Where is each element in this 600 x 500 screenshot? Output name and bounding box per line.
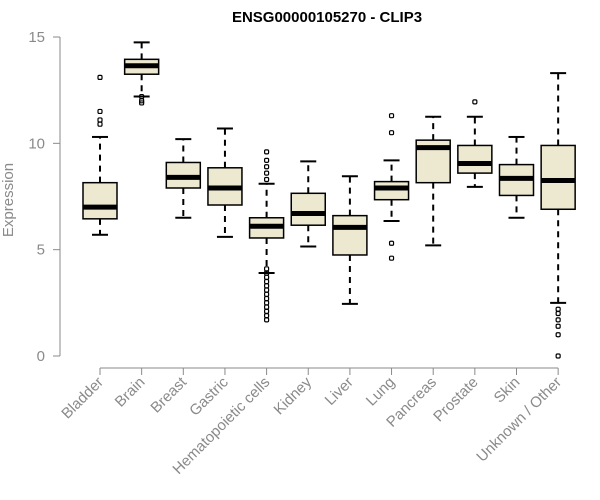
y-tick-label: 0 — [37, 348, 45, 365]
box-group — [415, 115, 451, 247]
y-tick-label: 5 — [37, 242, 45, 259]
outlier-point — [388, 255, 395, 261]
outlier-point — [97, 74, 103, 81]
outlier-point — [264, 149, 270, 155]
boxes-layer — [82, 41, 576, 359]
box-group — [332, 175, 368, 305]
y-tick-label: 15 — [28, 29, 45, 46]
box-group — [248, 149, 285, 323]
outlier-point — [264, 274, 270, 280]
box-group — [123, 41, 160, 106]
outlier-point — [264, 283, 270, 289]
y-tick-label: 10 — [28, 135, 45, 152]
outlier-point — [555, 310, 561, 317]
box-group — [373, 113, 410, 261]
box-group — [290, 160, 326, 248]
outlier-point — [472, 99, 478, 105]
box-group — [82, 74, 118, 236]
outlier-point — [264, 304, 270, 310]
outlier-point — [264, 317, 270, 323]
chart-title: ENSG00000105270 - CLIP3 — [232, 9, 422, 26]
outlier-point — [555, 317, 561, 323]
outlier-point — [264, 176, 270, 183]
outlier-point — [264, 266, 270, 272]
x-tick-label: Liver — [322, 374, 357, 409]
outlier-point — [264, 291, 270, 297]
y-axis-label: Expression — [0, 163, 17, 237]
outlier-point — [264, 278, 270, 285]
outlier-point — [264, 170, 270, 176]
outlier-point — [555, 306, 561, 312]
outlier-point — [555, 353, 561, 359]
outlier-point — [388, 240, 395, 246]
box-group — [498, 135, 535, 219]
iqr-box — [82, 181, 118, 220]
y-axis: 0 5 10 15 — [28, 29, 61, 365]
x-tick-label: Skin — [491, 374, 524, 407]
x-tick-label: Lung — [363, 374, 399, 410]
box-group — [165, 138, 202, 219]
iqr-box — [332, 214, 368, 256]
outlier-point — [264, 287, 270, 293]
outlier-point — [139, 93, 145, 100]
outlier-point — [388, 130, 395, 136]
iqr-box — [290, 192, 326, 226]
iqr-box — [373, 180, 410, 201]
outlier-point — [555, 332, 561, 338]
iqr-box — [457, 144, 493, 174]
x-tick-label: Brain — [112, 374, 149, 411]
outlier-point — [97, 108, 103, 115]
box-group — [457, 99, 493, 188]
outlier-point — [264, 308, 270, 314]
box-group — [207, 127, 243, 238]
iqr-box — [540, 144, 576, 211]
outlier-point — [264, 312, 270, 319]
x-tick-label: Prostate — [430, 374, 482, 426]
x-tick-label: Bladder — [58, 374, 107, 423]
outlier-point — [97, 121, 103, 127]
x-tick-label: Kidney — [271, 373, 316, 418]
outlier-point — [555, 323, 561, 329]
outlier-point — [264, 157, 270, 163]
outlier-point — [264, 295, 270, 302]
x-tick-label: Breast — [147, 373, 190, 416]
outlier-point — [264, 164, 270, 170]
outlier-point — [264, 300, 270, 306]
outlier-point — [97, 117, 103, 123]
outlier-point — [388, 113, 395, 119]
box-group — [540, 72, 576, 359]
